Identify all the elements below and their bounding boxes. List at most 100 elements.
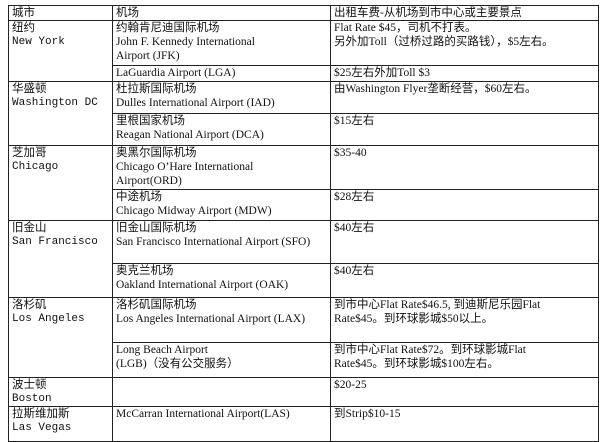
- city-cell: 华盛顿 Washington DC: [8, 81, 113, 146]
- fare-cell: 由Washington Flyer垄断经营，$60左右。: [330, 81, 599, 114]
- text-line: Boston: [12, 393, 52, 405]
- text-line: $15左右: [334, 115, 375, 127]
- text-line: 奥黑尔国际机场: [116, 147, 197, 159]
- text-line: 到市中心Flat Rate$46.5, 到迪斯尼乐园Flat: [334, 299, 541, 311]
- text-line: 到市中心Flat Rate$72。到环球影城Flat: [334, 344, 526, 356]
- header-row: 城市 机场 出租车费-从机场到市中心或主要景点: [8, 5, 599, 21]
- text-line: 芝加哥: [12, 147, 47, 159]
- cell-content: $15左右: [334, 115, 595, 129]
- airport-row: Long Beach Airport (LGB)（没有公交服务） 到市中心Flat …: [9, 342, 599, 378]
- header-text: 机场: [116, 7, 139, 19]
- cell-content: $35-40: [334, 147, 595, 161]
- text-line: 杜拉斯国际机场: [116, 83, 197, 95]
- text-line: Los Angeles: [12, 313, 85, 325]
- fare-cell: $40左右: [330, 263, 599, 298]
- airport-cell: 约翰肯尼迪国际机场 John F. Kennedy International Ai…: [112, 20, 331, 66]
- city-cell: 纽约 New York: [8, 20, 113, 82]
- cell-content: 到市中心Flat Rate$46.5, 到迪斯尼乐园Flat Rate$45。到环…: [334, 299, 595, 327]
- text-line: McCarran International Airport(LAS): [116, 408, 290, 420]
- airport-row: 旧金山 San Francisco 旧金山国际机场 San Francisco Int…: [8, 220, 599, 298]
- cell-content: 拉斯维加斯 Las Vegas: [12, 408, 109, 436]
- cell-content: $25左右外加Toll $3: [334, 67, 595, 81]
- airport-row: 纽约 New York 约翰肯尼迪国际机场 John F. Kennedy Inter…: [8, 20, 599, 82]
- cell-content: 华盛顿 Washington DC: [12, 83, 109, 111]
- text-line: Flat Rate $45，司机不打表。: [334, 22, 477, 34]
- cell-content: 芝加哥 Chicago: [12, 147, 109, 175]
- airport-row: 奥克兰机场 Oakland International Airport (OAK)…: [9, 263, 599, 298]
- text-line: 里根国家机场: [116, 115, 185, 127]
- text-line: Chicago O’Hare International: [116, 161, 254, 173]
- text-line: $25左右外加Toll $3: [334, 67, 430, 79]
- cell-content: 杜拉斯国际机场 Dulles International Airport (IAD…: [116, 83, 327, 111]
- cell-content: Flat Rate $45，司机不打表。 另外加Toll（过桥过路的买路钱），$5…: [334, 22, 595, 50]
- text-line: 中途机场: [116, 191, 162, 203]
- cell-content: 由Washington Flyer垄断经营，$60左右。: [334, 83, 595, 97]
- text-line: Oakland International Airport (OAK): [116, 279, 289, 291]
- text-line: Rate$45。到环球影城$100左右。: [334, 358, 499, 370]
- airport-row: 中途机场 Chicago Midway Airport (MDW) $28左右: [9, 189, 599, 221]
- text-line: 约翰肯尼迪国际机场: [116, 22, 220, 34]
- header-cell: 机场: [112, 5, 331, 21]
- city-cell: 洛杉矶 Los Angeles: [8, 297, 113, 378]
- text-line: 华盛顿: [12, 83, 47, 95]
- city-cell: 拉斯维加斯 Las Vegas: [8, 406, 113, 442]
- cell-content: $40左右: [334, 222, 595, 236]
- airport-cell: 奥黑尔国际机场 Chicago O’Hare International Airpo…: [112, 145, 331, 190]
- text-line: Washington DC: [12, 97, 98, 109]
- text-line: 洛杉矶: [12, 299, 47, 311]
- text-line: Reagan National Airport (DCA): [116, 129, 264, 141]
- text-line: LaGuardia Airport (LGA): [116, 67, 236, 79]
- airport-cell: LaGuardia Airport (LGA): [112, 65, 331, 82]
- cell-content: 到市中心Flat Rate$72。到环球影城Flat Rate$45。到环球影城$…: [334, 344, 595, 372]
- fare-cell: 到Strip$10-15: [330, 406, 599, 442]
- airport-row: 华盛顿 Washington DC 杜拉斯国际机场 Dulles Internatio…: [8, 81, 599, 146]
- cell-content: 到Strip$10-15: [334, 408, 595, 422]
- cell-content: McCarran International Airport(LAS): [116, 408, 327, 422]
- text-line: 旧金山: [12, 222, 47, 234]
- cell-content: $40左右: [334, 265, 595, 279]
- header-cell: 城市: [8, 5, 113, 21]
- airport-cell: 中途机场 Chicago Midway Airport (MDW): [112, 189, 331, 221]
- text-line: Rate$45。到环球影城$50以上。: [334, 313, 494, 325]
- fare-cell: 到市中心Flat Rate$46.5, 到迪斯尼乐园Flat Rate$45。到环…: [330, 297, 599, 343]
- text-line: $28左右: [334, 191, 375, 203]
- cell-content: $28左右: [334, 191, 595, 205]
- cell-content: Long Beach Airport (LGB)（没有公交服务）: [116, 344, 327, 372]
- fare-cell: Flat Rate $45，司机不打表。 另外加Toll（过桥过路的买路钱），$5…: [330, 20, 599, 66]
- cell-content: 奥黑尔国际机场 Chicago O’Hare International Airpo…: [116, 147, 327, 189]
- text-line: 洛杉矶国际机场: [116, 299, 197, 311]
- cell-content: 约翰肯尼迪国际机场 John F. Kennedy International Ai…: [116, 22, 327, 64]
- cell-content: 洛杉矶 Los Angeles: [12, 299, 109, 327]
- cell-content: 里根国家机场 Reagan National Airport (DCA): [116, 115, 327, 143]
- fare-cell: $28左右: [330, 189, 599, 221]
- text-line: Los Angeles International Airport (LAX): [116, 313, 306, 325]
- cell-content: 中途机场 Chicago Midway Airport (MDW): [116, 191, 327, 219]
- text-line: (LGB)（没有公交服务）: [116, 358, 239, 370]
- text-line: Airport (JFK): [116, 50, 180, 62]
- text-line: 奥克兰机场: [116, 265, 174, 277]
- airport-cell: 洛杉矶国际机场 Los Angeles International Airport…: [112, 297, 331, 343]
- cell-content: 奥克兰机场 Oakland International Airport (OAK): [116, 265, 327, 293]
- text-line: New York: [12, 36, 65, 48]
- city-cell: 波士顿 Boston: [8, 377, 113, 407]
- text-line: 旧金山国际机场: [116, 222, 197, 234]
- text-line: $35-40: [334, 147, 367, 159]
- cell-content: $20-25: [334, 379, 595, 393]
- cell-content: 旧金山国际机场 San Francisco International Airpo…: [116, 222, 327, 250]
- airport-cell: 杜拉斯国际机场 Dulles International Airport (IAD…: [112, 81, 331, 114]
- airport-row: 洛杉矶 Los Angeles 洛杉矶国际机场 Los Angeles Interna…: [8, 297, 599, 378]
- airport-row: 芝加哥 Chicago 奥黑尔国际机场 Chicago O’Hare Internat…: [8, 145, 599, 221]
- city-cell: 旧金山 San Francisco: [8, 220, 113, 298]
- fare-table: 城市 机场 出租车费-从机场到市中心或主要景点 纽约 New York 约翰肯尼迪国际机场…: [8, 5, 599, 442]
- text-line: Long Beach Airport: [116, 344, 208, 356]
- text-line: Dulles International Airport (IAD): [116, 97, 275, 109]
- text-line: $20-25: [334, 379, 367, 391]
- airport-cell: 旧金山国际机场 San Francisco International Airpo…: [112, 220, 331, 264]
- text-line: 到Strip$10-15: [334, 408, 401, 420]
- text-line: 波士顿: [12, 379, 47, 391]
- cell-content: 旧金山 San Francisco: [12, 222, 109, 250]
- airport-row: 波士顿 Boston $20-25: [8, 377, 599, 407]
- fare-cell: $20-25: [330, 377, 599, 407]
- header-text: 城市: [12, 7, 35, 19]
